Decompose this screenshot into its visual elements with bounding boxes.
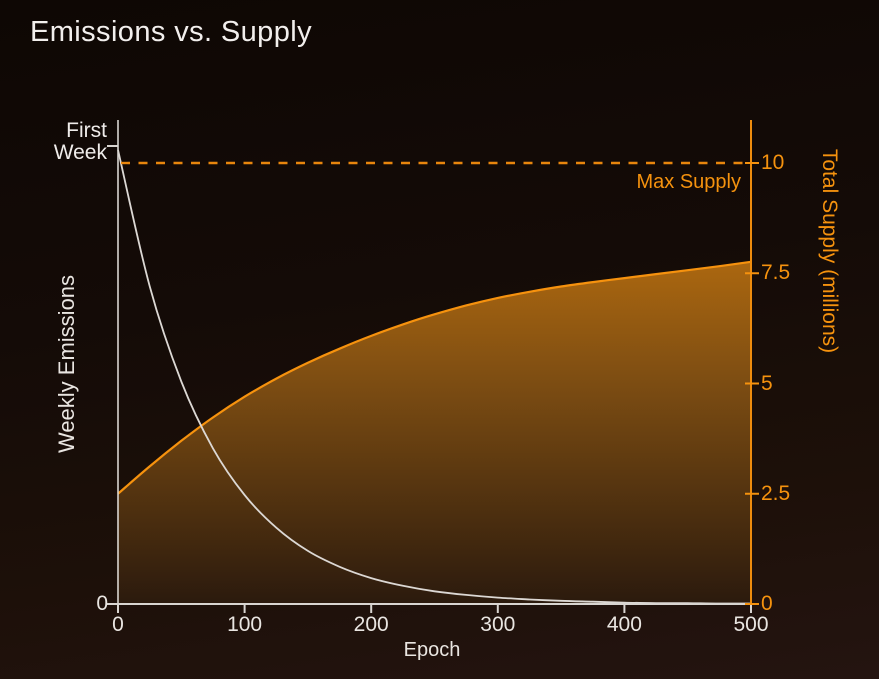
x-tick-label: 100 [227,613,263,636]
first-week-tick-label: First Week [53,119,107,164]
x-tick-label: 500 [733,613,769,636]
x-tick-label: 0 [112,613,124,636]
right-tick-label: 10 [761,151,785,174]
x-tick-label: 200 [353,613,389,636]
right-tick-label: 7.5 [761,261,791,285]
right-axis-title: Total Supply (millions) [818,148,841,354]
max-supply-label: Max Supply [636,171,742,193]
left-axis-title: Weekly Emissions [54,274,79,454]
emissions-zero-tick-label: 0 [96,592,108,615]
tick-marks [117,162,759,613]
right-tick-label: 0 [761,592,773,615]
x-tick-label: 300 [480,613,516,636]
x-tick-label: 400 [606,613,642,636]
supply-area-fill [118,261,751,604]
right-tick-label: 2.5 [761,481,791,505]
x-axis-title: Epoch [403,639,461,661]
chart-title: Emissions vs. Supply [30,16,312,48]
emissions-line [117,149,752,605]
supply-line [117,260,752,495]
right-tick-label: 5 [761,371,773,395]
